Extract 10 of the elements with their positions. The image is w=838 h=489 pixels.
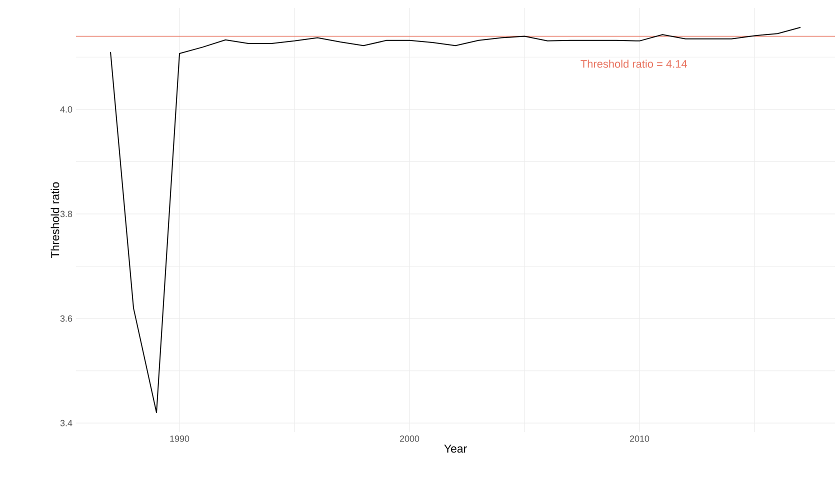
- y-axis-title: Threshold ratio: [50, 182, 60, 258]
- y-tick-label: 3.8: [60, 210, 72, 218]
- y-tick-label: 3.6: [60, 315, 72, 322]
- x-axis-title: Year: [444, 444, 467, 453]
- y-tick-label: 4.0: [60, 106, 72, 113]
- x-tick-label: 2010: [630, 436, 650, 442]
- annotation: Threshold ratio = 4.14: [580, 60, 687, 68]
- x-tick-label: 1990: [170, 436, 190, 442]
- y-tick-label: 3.4: [60, 420, 72, 426]
- x-tick-label: 2000: [400, 436, 420, 442]
